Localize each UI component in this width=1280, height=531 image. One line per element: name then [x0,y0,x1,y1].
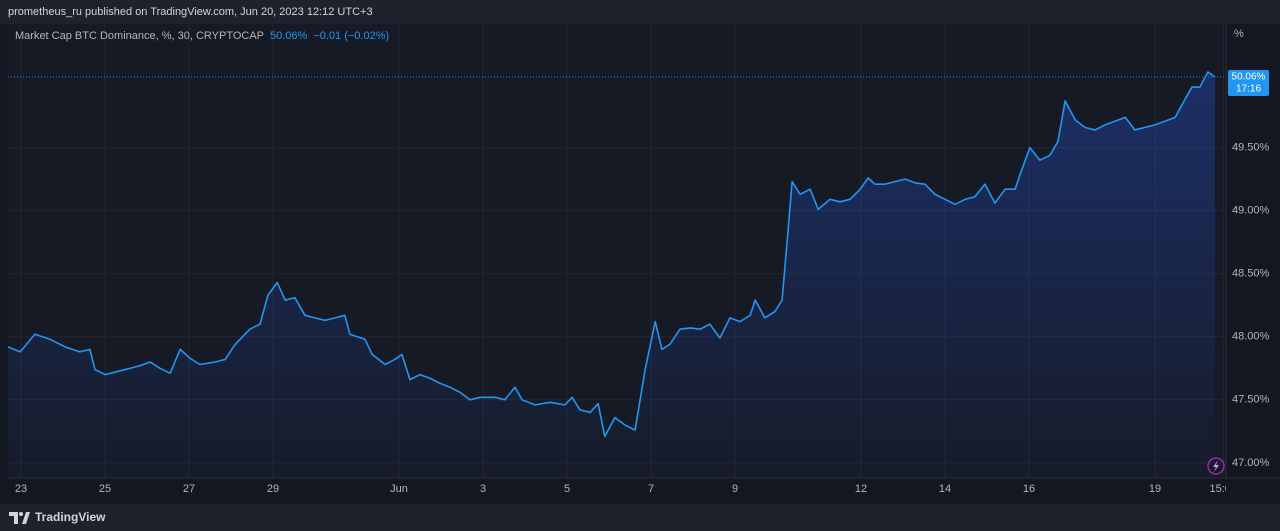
last-price-tag [1228,69,1269,96]
legend-title: Market Cap BTC Dominance, %, 30, CRYPTOC… [15,30,264,42]
x-tick-label: 23 [15,483,27,495]
x-tick-label: 16 [1023,483,1035,495]
x-tick-label: 19 [1149,483,1161,495]
header-text: prometheus_ru published on TradingView.c… [8,6,373,18]
footer-logo [9,512,30,524]
area-fill [8,71,1216,478]
x-tick-label: 15:00 [1210,483,1238,495]
x-tick-label: 29 [267,483,279,495]
x-tick-label: Jun [390,483,408,495]
alert-icon[interactable] [1207,457,1225,475]
y-tick-label: 48.50% [1232,268,1270,280]
logo-seven [9,512,18,524]
legend-last-value: 50.06% [270,30,308,42]
x-tick-label: 12 [855,483,867,495]
bar-countdown: 17:16 [1236,84,1261,95]
series [8,71,1226,478]
legend-change: −0.01 (−0.02%) [313,30,389,42]
y-tick-label: 47.50% [1232,394,1270,406]
x-tick-label: 7 [648,483,654,495]
price-axis: 47.00% 47.50% 48.00% 48.50% 49.00% 49.50% [1232,141,1270,468]
alert-icon-bolt[interactable] [1213,460,1219,472]
y-tick-label: 47.00% [1232,457,1270,469]
y-tick-label: 49.50% [1232,141,1270,153]
y-tick-label: 48.00% [1232,331,1270,343]
logo-dot [19,512,23,516]
alert-icon-circle[interactable] [1207,457,1225,475]
header-bar [0,0,1280,24]
x-tick-label: 3 [480,483,486,495]
footer-bar [0,504,1280,531]
price-axis-unit: % [1234,28,1244,40]
x-tick-label: 27 [183,483,195,495]
footer-brand: TradingView [35,510,106,524]
x-tick-label: 25 [99,483,111,495]
x-tick-label: 9 [732,483,738,495]
last-price-label: 50.06% [1232,72,1266,83]
y-tick-label: 49.00% [1232,205,1270,217]
line [8,71,1216,438]
x-tick-label: 14 [939,483,951,495]
legend: Market Cap BTC Dominance, %, 30, CRYPTOC… [15,30,389,42]
time-axis: 23 25 27 29 Jun 3 5 7 9 12 14 16 19 15:00 [15,483,1238,495]
logo-slash [22,512,30,524]
x-tick-label: 5 [564,483,570,495]
